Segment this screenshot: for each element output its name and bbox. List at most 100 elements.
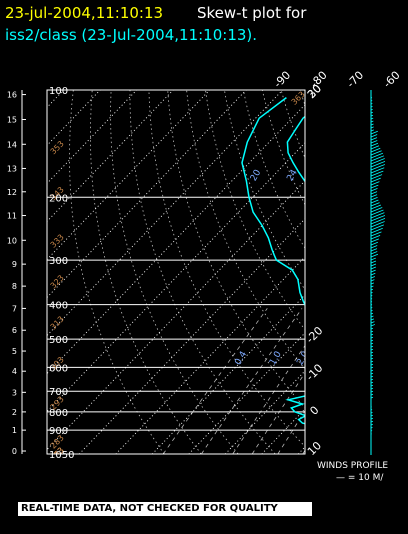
mixing-ratio-label: 8.0 <box>356 350 372 368</box>
wind-barb <box>370 188 378 192</box>
wind-barb <box>370 378 374 381</box>
wind-barb <box>370 199 379 204</box>
wind-barb <box>370 184 379 189</box>
pressure-tick-label: 200 <box>49 193 68 204</box>
winds-profile-label: WINDS PROFILE <box>317 461 389 471</box>
isotherm-line <box>47 90 174 223</box>
wind-barb <box>370 147 381 153</box>
wind-barb <box>370 227 383 234</box>
plot-area: 2432532632732832933033133233333433533630… <box>47 90 408 463</box>
wind-barb <box>370 114 374 117</box>
pressure-tick-label: 500 <box>49 335 68 346</box>
dry-adiabat-line <box>242 90 305 250</box>
wind-barb <box>370 130 378 135</box>
wind-barb <box>370 234 381 240</box>
wind-barb <box>370 427 373 429</box>
wind-barb <box>370 372 374 375</box>
wind-barb <box>370 342 374 345</box>
wind-barb <box>370 276 376 279</box>
height-tick-label: 10 <box>7 236 17 245</box>
wind-barb <box>370 145 380 150</box>
wind-barb <box>370 129 375 132</box>
wind-barb <box>370 126 374 129</box>
isotherm-line <box>47 90 247 299</box>
wind-barb <box>370 207 383 213</box>
wind-barb <box>370 164 385 171</box>
plot-frame <box>46 89 306 455</box>
dry-adiabat-line <box>395 90 408 454</box>
isotherm-line <box>151 294 305 454</box>
height-tick-label: 15 <box>7 116 17 125</box>
mixing-ratio-label: 2.0 <box>295 350 311 368</box>
wind-barb <box>370 360 374 363</box>
dry-adiabat-line <box>319 90 408 454</box>
wind-barb <box>370 140 378 144</box>
quality-banner: REAL-TIME DATA, NOT CHECKED FOR QUALITY <box>18 502 312 516</box>
height-tick-label: 0 <box>12 447 17 456</box>
isotherm-line <box>47 142 305 413</box>
wind-barb <box>370 181 380 186</box>
wind-barb <box>370 174 383 180</box>
top-temperature-label: -90 <box>271 69 293 91</box>
mixing-ratio-label: 1.0 <box>268 350 284 368</box>
wind-barb <box>370 248 378 252</box>
dry-adiabat-line <box>338 90 408 454</box>
height-tick-label: 3 <box>12 388 17 397</box>
top-temperature-label: -60 <box>381 69 403 91</box>
wind-barb <box>370 375 374 378</box>
right-temperature-label: 10 <box>305 439 324 458</box>
temperature-profile-line <box>286 115 305 183</box>
wind-barb <box>370 257 376 261</box>
dry-adiabat-line <box>69 90 165 454</box>
dry-adiabat-line <box>357 90 408 454</box>
dry-adiabat-line <box>110 90 239 454</box>
wind-barb <box>370 108 373 111</box>
pressure-tick-label: 800 <box>49 408 68 419</box>
height-tick-label: 4 <box>12 367 17 376</box>
isotherm-line <box>188 332 305 454</box>
isotherm-line <box>47 90 138 185</box>
wind-barb <box>370 307 373 309</box>
wind-barb <box>370 263 377 267</box>
dry-adiabat-label: 353 <box>49 139 66 156</box>
wind-barb <box>370 212 385 219</box>
winds-scale-label: — = 10 M/ <box>336 473 384 483</box>
height-tick-label: 1 <box>12 426 17 435</box>
pressure-tick-label: 300 <box>49 256 68 267</box>
wind-barb <box>370 412 373 414</box>
wind-barb <box>370 366 374 369</box>
mixing-ratio-label: 0.4 <box>233 350 249 368</box>
wind-barb <box>370 197 378 201</box>
height-tick-label: 13 <box>7 164 17 173</box>
wind-barb <box>370 266 377 270</box>
wind-barb <box>370 218 386 225</box>
wind-barb <box>370 333 374 336</box>
wind-barb <box>370 241 379 246</box>
dry-adiabat-line <box>224 90 305 291</box>
dry-adiabat-line <box>299 90 305 107</box>
wind-barb <box>370 396 374 399</box>
wind-barb <box>370 336 374 339</box>
plot-subtitle: iss2/class (23-Jul-2004,11:10:13). <box>5 26 258 44</box>
pressure-tick-label: 900 <box>49 426 68 437</box>
wind-barb <box>370 345 374 348</box>
dry-adiabat-line <box>280 90 305 159</box>
dry-adiabat-label: 243 <box>49 446 66 463</box>
wind-barb <box>370 312 374 315</box>
dry-adiabat-label: 333 <box>49 233 66 250</box>
dry-adiabat-line <box>167 90 305 409</box>
pressure-tick-label: 600 <box>49 363 68 374</box>
wind-barb <box>370 253 379 258</box>
height-tick-label: 11 <box>7 212 17 221</box>
mixing-ratio-label: 20 <box>249 168 264 183</box>
wind-barb <box>370 387 374 390</box>
wind-barb <box>370 292 373 294</box>
height-tick-label: 2 <box>12 408 17 417</box>
wind-barb <box>370 170 384 177</box>
wind-barb <box>370 103 373 105</box>
wind-barb <box>370 158 385 165</box>
height-tick-label: 5 <box>12 347 17 356</box>
wind-barb <box>370 238 380 243</box>
wind-barb <box>370 209 384 216</box>
wind-barb <box>370 221 385 228</box>
